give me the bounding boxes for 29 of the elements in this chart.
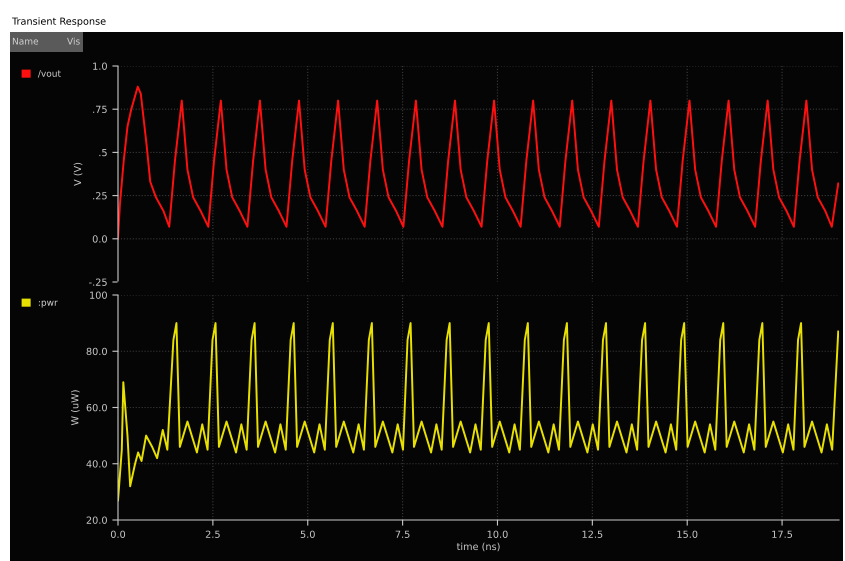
y-tick-label: .5	[99, 149, 107, 156]
y-tick-label: 20.0	[86, 516, 107, 524]
x-tick-label: 17.5	[772, 530, 792, 538]
legend-label: /vout	[38, 70, 61, 78]
text: Vis	[67, 38, 80, 45]
x-axis-title: time (ns)	[456, 542, 500, 552]
x-tick-label: 10.0	[488, 530, 508, 538]
x-tick-label: 12.5	[582, 530, 602, 538]
y-tick-label: .25	[93, 192, 107, 200]
x-tick-label: 7.5	[396, 530, 410, 538]
y-tick-label: -.25	[89, 278, 107, 286]
y-axis-title: V (V)	[74, 162, 82, 186]
y-tick-label: 80.0	[86, 348, 107, 356]
x-tick-label: 0.0	[110, 530, 126, 538]
text: Name	[12, 38, 38, 45]
chart-title: Transient Response	[12, 17, 106, 27]
x-tick-label: 15.0	[677, 530, 698, 538]
y-tick-label: 1.0	[93, 62, 107, 70]
y-tick-label: .75	[93, 106, 107, 114]
x-tick-label: 5.0	[300, 530, 315, 538]
line-series	[118, 86, 839, 240]
legend-label: :pwr	[38, 300, 58, 308]
y-axis-title: W (uW)	[70, 390, 80, 426]
y-tick-label: 60.0	[86, 404, 107, 412]
y-tick-label: 0.0	[92, 235, 107, 243]
x-tick-label: 2.5	[206, 530, 220, 538]
y-tick-label: 40.0	[86, 460, 107, 468]
line-series	[118, 322, 839, 502]
y-tick-label: 100	[90, 291, 107, 299]
